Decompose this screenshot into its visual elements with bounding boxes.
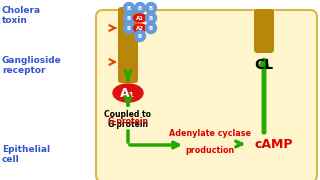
Circle shape (134, 3, 146, 14)
Text: Epithelial
cell: Epithelial cell (2, 145, 50, 164)
Text: B: B (138, 6, 142, 10)
Ellipse shape (133, 14, 147, 22)
Text: B: B (149, 26, 153, 30)
Text: CL: CL (254, 58, 274, 72)
FancyBboxPatch shape (96, 10, 317, 180)
Text: Adenylate cyclase: Adenylate cyclase (169, 129, 251, 138)
Ellipse shape (133, 24, 147, 32)
FancyBboxPatch shape (254, 9, 274, 53)
Circle shape (146, 12, 156, 24)
Circle shape (134, 30, 146, 42)
Circle shape (124, 3, 134, 14)
Text: B: B (138, 33, 142, 39)
FancyBboxPatch shape (118, 45, 138, 83)
Text: B: B (127, 6, 131, 10)
Text: Ganglioside
receptor: Ganglioside receptor (2, 56, 62, 75)
Text: cAMP: cAMP (255, 138, 293, 150)
Ellipse shape (113, 84, 143, 102)
Text: A1: A1 (136, 15, 144, 21)
Text: G-protein: G-protein (108, 117, 148, 126)
Text: Cholera
toxin: Cholera toxin (2, 6, 41, 25)
Text: production: production (185, 146, 235, 155)
Text: A₁: A₁ (120, 87, 136, 100)
FancyBboxPatch shape (118, 7, 138, 53)
Circle shape (124, 22, 134, 33)
Text: B: B (127, 15, 131, 21)
Text: A2: A2 (136, 26, 144, 30)
Text: B: B (127, 26, 131, 30)
Text: Coupled to
G-protein: Coupled to G-protein (105, 110, 151, 129)
Circle shape (146, 3, 156, 14)
Text: B: B (149, 15, 153, 21)
Text: B: B (149, 6, 153, 10)
Circle shape (124, 12, 134, 24)
Circle shape (146, 22, 156, 33)
